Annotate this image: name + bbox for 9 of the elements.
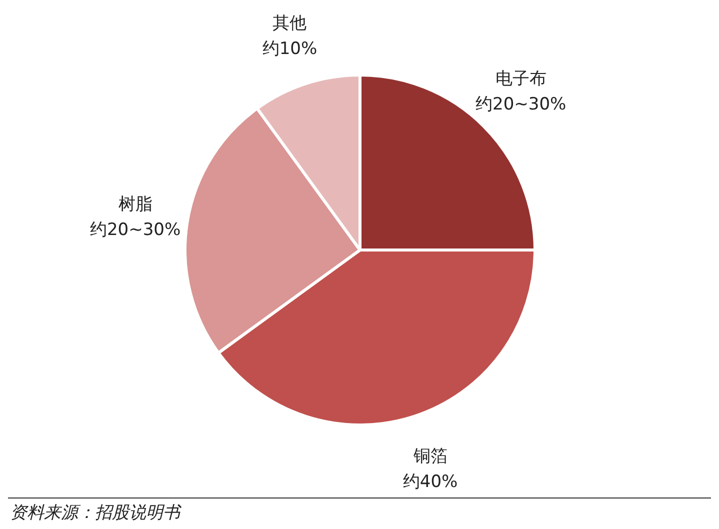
slice-label: 树脂 bbox=[118, 194, 152, 214]
text: 资料来源：招股说明书 bbox=[10, 503, 182, 523]
text: 约20~30% bbox=[90, 220, 181, 240]
text: 约20~30% bbox=[476, 94, 566, 115]
slice-label: 电子布 bbox=[495, 69, 546, 90]
text: 约40% bbox=[402, 472, 458, 492]
slice-label: 其他 bbox=[272, 14, 307, 34]
slice-label: 铜箔 bbox=[412, 446, 448, 466]
text: 约10% bbox=[262, 39, 318, 60]
